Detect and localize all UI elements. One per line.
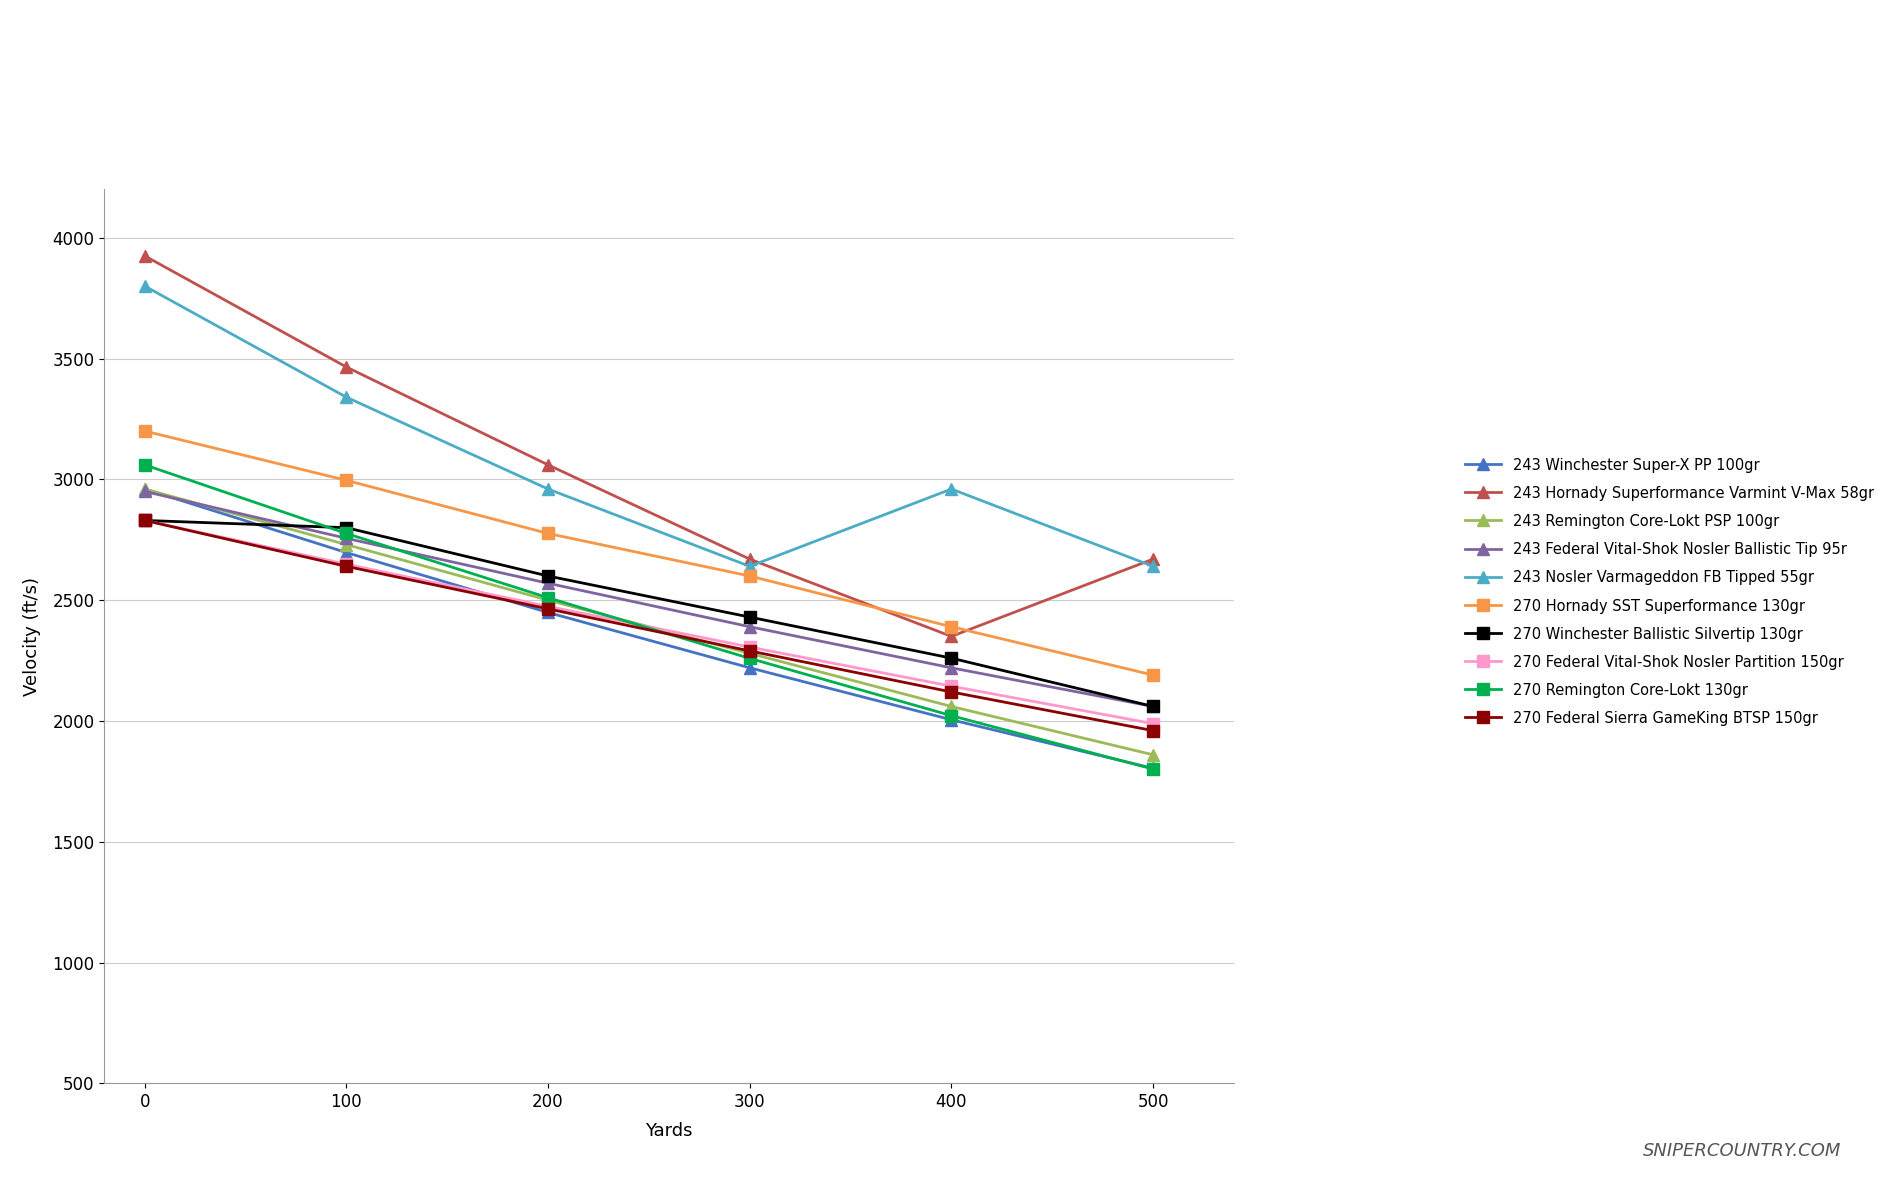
Text: BULLET VELOCITY: BULLET VELOCITY bbox=[533, 27, 1365, 109]
Legend: 243 Winchester Super-X PP 100gr, 243 Hornady Superformance Varmint V-Max 58gr, 2: 243 Winchester Super-X PP 100gr, 243 Hor… bbox=[1458, 451, 1881, 733]
Text: SNIPERCOUNTRY.COM: SNIPERCOUNTRY.COM bbox=[1642, 1143, 1841, 1160]
Y-axis label: Velocity (ft/s): Velocity (ft/s) bbox=[23, 577, 42, 696]
X-axis label: Yards: Yards bbox=[645, 1122, 693, 1140]
